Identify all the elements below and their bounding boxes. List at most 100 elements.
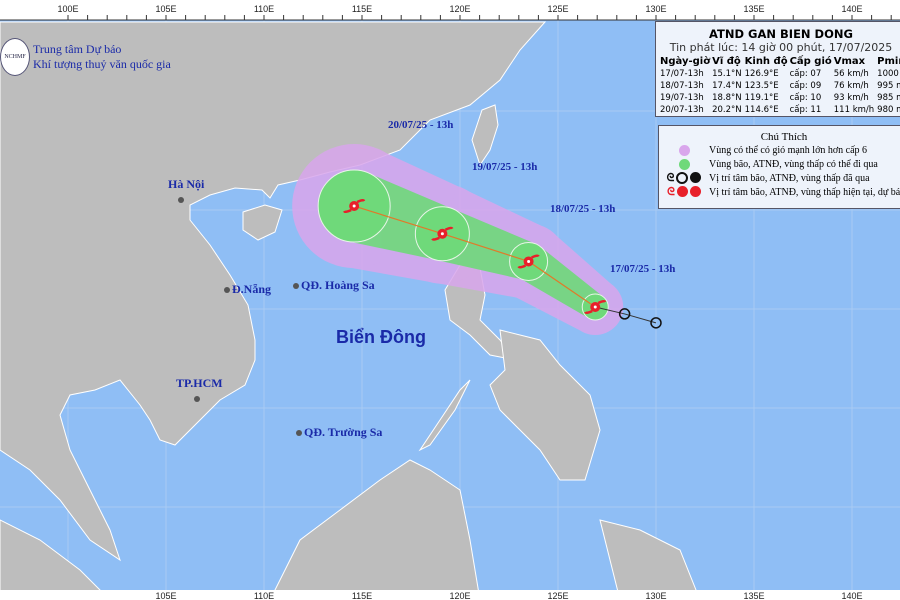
table-header: Kinh độ: [744, 56, 788, 67]
past-position-icon: [618, 308, 631, 320]
bottom-tick-label: 130E: [645, 591, 666, 600]
top-tick-label: 110E: [254, 4, 274, 14]
table-cell: 1000 mb: [877, 69, 900, 79]
bottom-tick-label: 140E: [841, 591, 862, 600]
storm-symbol-icon: ᘓ: [666, 171, 675, 184]
table-cell: 18.8°N: [712, 93, 742, 103]
palawan-island: [418, 379, 471, 452]
table-cell: 20.2°N: [712, 105, 742, 115]
table-cell: cấp: 09: [789, 81, 822, 91]
table-cell: 123.5°E: [744, 81, 779, 91]
low-symbol-icon: [690, 171, 702, 183]
taiwan-island: [471, 104, 499, 167]
hainan-island: [242, 204, 283, 241]
depression-symbol-icon: [676, 171, 689, 184]
track-label-20: 20/07/25 - 13h: [388, 119, 454, 131]
issued-time: Tin phát lúc: 14 giờ 00 phút, 17/07/2025: [669, 41, 893, 54]
top-tick-label: 140E: [841, 4, 862, 14]
island-dot: [293, 283, 299, 290]
org-line1: Trung tâm Dự báo: [33, 42, 122, 56]
track-label-18: 18/07/25 - 13h: [550, 203, 616, 215]
storm-symbol-icon: ᘓ: [667, 185, 675, 198]
bottom-tick-label: 125E: [547, 591, 568, 600]
borneo-island: [269, 459, 481, 600]
table-cell: cấp: 10: [789, 93, 822, 103]
table-row: 20/07-13h 20.2°N 114.6°E cấp: 11 111 km/h 980…: [660, 104, 900, 116]
table-cell: 93 km/h: [833, 93, 869, 103]
city-dot: [194, 396, 200, 403]
sulawesi-island: [599, 519, 701, 600]
organization-header: NCHMF Trung tâm Dự báo Khí tượng thuỷ văn…: [0, 38, 171, 76]
table-header: Vĩ độ: [712, 56, 741, 67]
forecast-track-line: [353, 205, 596, 308]
table-row: 17/07-13h 15.1°N 126.9°E cấp: 07 56 km/h 1000…: [660, 68, 900, 80]
table-header: Vmax: [833, 56, 866, 67]
legend-title: Chú Thích: [760, 131, 808, 143]
table-cell: 17/07-13h: [660, 69, 704, 79]
table-cell: 15.1°N: [712, 69, 742, 79]
legend-item: ᘓ Vị trí tâm bão, ATNĐ, vùng thấp đã qua: [666, 171, 870, 184]
depression-symbol-icon: [676, 185, 688, 197]
storm-track: [292, 144, 662, 335]
legend-item: Vùng có thể có gió mạnh lớn hơn cấp 6: [659, 143, 900, 157]
table-cell: 18/07-13h: [660, 81, 704, 91]
past-position-icon: [650, 317, 662, 329]
table-cell: 19/07-13h: [660, 93, 704, 103]
nchmf-logo: NCHMF: [0, 38, 30, 76]
info-title: ATND GAN BIEN DONG: [709, 27, 853, 41]
place-hcm: TP.HCM: [176, 376, 223, 406]
bottom-tick-label: 120E: [449, 591, 470, 600]
legend-box: Chú Thích Vùng có thể có gió mạnh lớn hơ…: [658, 125, 900, 209]
top-tick-label: 115E: [352, 4, 372, 14]
table-cell: 76 km/h: [833, 81, 869, 91]
top-tick-label: 100E: [57, 4, 78, 14]
sea-label: Biển Đông: [336, 327, 426, 347]
table-cell: 56 km/h: [833, 69, 869, 79]
bottom-tick-label: 105E: [155, 591, 176, 600]
table-cell: 20/07-13h: [660, 105, 704, 115]
storm-center-icon: [584, 299, 607, 315]
philippines-south: [489, 329, 601, 481]
legend-item: Vùng bão, ATNĐ, vùng thấp có thể đi qua: [659, 157, 900, 171]
low-symbol-icon: [689, 185, 701, 197]
city-dot: [224, 287, 230, 294]
bottom-tick-label: 115E: [352, 591, 372, 600]
storm-center-icon: [517, 254, 540, 269]
top-tick-label: 125E: [547, 4, 568, 14]
table-row: 18/07-13h 17.4°N 123.5°E cấp: 09 76 km/h 995 …: [660, 80, 900, 92]
land: [0, 21, 701, 600]
top-tick-label: 105E: [155, 4, 176, 14]
table-cell: cấp: 07: [789, 69, 822, 79]
table-cell: 126.9°E: [744, 69, 779, 79]
place-hanoi: Hà Nội: [168, 177, 204, 207]
past-track-line: [595, 306, 657, 324]
bottom-tick-label: 135E: [743, 591, 764, 600]
purple-circle-icon: [678, 144, 690, 156]
table-cell: 111 km/h: [833, 105, 875, 115]
legend-item: ᘓ Vị trí tâm bão, ATNĐ, vùng thấp hiện tạ…: [667, 185, 900, 198]
table-header: Cấp gió: [789, 56, 832, 67]
track-label-19: 19/07/25 - 13h: [472, 161, 538, 173]
city-dot: [178, 197, 184, 204]
top-tick-label: 120E: [449, 4, 470, 14]
place-hoang-sa: QĐ. Hoàng Sa: [293, 278, 375, 293]
org-line2: Khí tượng thuỷ văn quốc gia: [33, 57, 171, 71]
table-cell: 995 mb: [877, 81, 900, 91]
table-cell: 119.1°E: [744, 93, 779, 103]
table-header: Pmin: [877, 56, 900, 67]
green-circle-icon: [678, 158, 690, 170]
top-tick-label: 135E: [743, 4, 764, 14]
place-danang: Đ.Nẵng: [224, 282, 271, 297]
track-label-17: 17/07/25 - 13h: [610, 263, 676, 275]
table-cell: cấp: 11: [789, 105, 822, 115]
bottom-tick-label: 110E: [254, 591, 274, 600]
storm-center-icon: [431, 226, 454, 241]
table-row: 19/07-13h 18.8°N 119.1°E cấp: 10 93 km/h 985 …: [660, 92, 900, 104]
top-tick-label: 130E: [645, 4, 666, 14]
table-header: Ngày-giờ: [660, 56, 711, 67]
table-cell: 985 mb: [877, 93, 900, 103]
